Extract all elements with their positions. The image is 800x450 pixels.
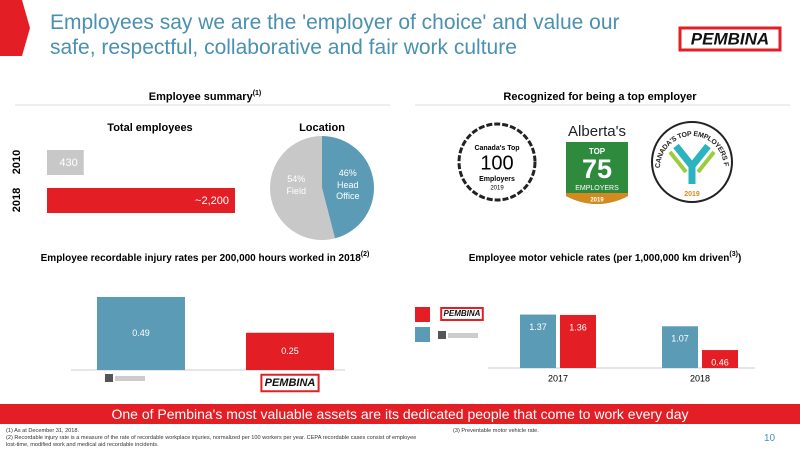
chart-title-text: Location — [299, 122, 345, 134]
slide-title: Employees say we are the 'employer of ch… — [50, 11, 620, 59]
value-label: 1.36 — [569, 322, 587, 332]
category-label: 2017 — [548, 373, 568, 383]
bar — [560, 314, 596, 368]
pie-slice — [270, 136, 335, 241]
award-text: TOP — [589, 147, 606, 156]
chart-title: Employee recordable injury rates per 200… — [41, 251, 370, 264]
section-note: (1) — [253, 90, 262, 97]
chart-title-note: (3) — [729, 251, 738, 258]
chart-title-text: Employee motor vehicle rates (per 1,000,… — [469, 253, 730, 264]
banner: One of Pembina's most valuable assets ar… — [0, 404, 800, 424]
pie-label: Head Office — [336, 179, 360, 201]
value-label: 0.49 — [132, 328, 150, 338]
accent — [0, 0, 30, 56]
footnote: (2) Recordable injury rate is a measure … — [6, 435, 417, 448]
award-text: Canada's Top — [474, 145, 519, 152]
value-label: 430 — [59, 157, 77, 169]
category-label: 2018 — [11, 188, 23, 212]
logo-frame — [260, 373, 320, 393]
award-text: EMPLOYERS — [575, 185, 619, 192]
award-text: 75 — [582, 154, 612, 184]
section-header: Employee summary(1) — [149, 90, 262, 103]
bar — [97, 296, 185, 370]
bar — [47, 150, 84, 175]
footnote: (3) Preventable motor vehicle rate. — [453, 428, 539, 434]
award-text: 2019 — [490, 186, 504, 192]
award-badge — [457, 122, 537, 202]
bar — [47, 188, 235, 213]
chart-title-note: (2) — [361, 251, 370, 258]
pie-value-label: 54% — [287, 174, 306, 185]
pie-value-label: 46% — [338, 167, 357, 178]
category-label: 2010 — [11, 150, 23, 174]
logo: PEMBINA — [691, 29, 769, 48]
chart-title-text: Total employees — [107, 122, 192, 134]
legend-swatch — [415, 327, 430, 342]
value-label: 1.07 — [671, 334, 689, 344]
bar — [246, 332, 334, 370]
award-icon — [673, 143, 711, 184]
chart-title-text: Employee recordable injury rates per 200… — [41, 253, 362, 264]
legend-swatch — [415, 307, 430, 322]
bar — [520, 314, 556, 368]
page-number: 10 — [764, 433, 776, 444]
logo-frame — [440, 307, 484, 321]
value-label: 1.37 — [529, 322, 547, 332]
value-label: ~2,200 — [195, 195, 229, 207]
cepa-logo — [115, 376, 145, 381]
logo: PEMBINA — [444, 309, 481, 318]
award-text: 2019 — [684, 191, 700, 198]
logo: PEMBINA — [265, 377, 316, 389]
value-label: 0.46 — [711, 357, 729, 367]
cepa-logo — [438, 331, 446, 339]
chart-title: Total employees — [107, 122, 192, 134]
award-band — [566, 193, 628, 204]
bar — [662, 326, 698, 368]
category-label: 2018 — [690, 373, 710, 383]
award-icon — [668, 150, 716, 174]
logo-frame — [678, 26, 782, 52]
section-header: Recognized for being a top employer — [503, 91, 697, 103]
cepa-logo — [105, 374, 113, 382]
chart-title: Location — [299, 122, 345, 134]
pie-label: Field — [286, 186, 306, 197]
award-text: 100 — [480, 152, 513, 174]
award-text: Alberta's — [568, 123, 626, 140]
footnote: (1) As at December 31, 2018. — [6, 428, 80, 434]
section-text: Employee summary — [149, 91, 254, 103]
chart-title-suffix: ) — [738, 253, 741, 264]
cepa-logo — [448, 333, 478, 338]
award-badge — [566, 142, 628, 204]
bar — [702, 350, 738, 368]
value-label: 0.25 — [281, 346, 299, 356]
chart-title: Employee motor vehicle rates (per 1,000,… — [469, 251, 742, 264]
award-text: Employers — [479, 176, 515, 183]
pie-slice — [322, 136, 374, 239]
award-text: 2019 — [590, 198, 604, 204]
